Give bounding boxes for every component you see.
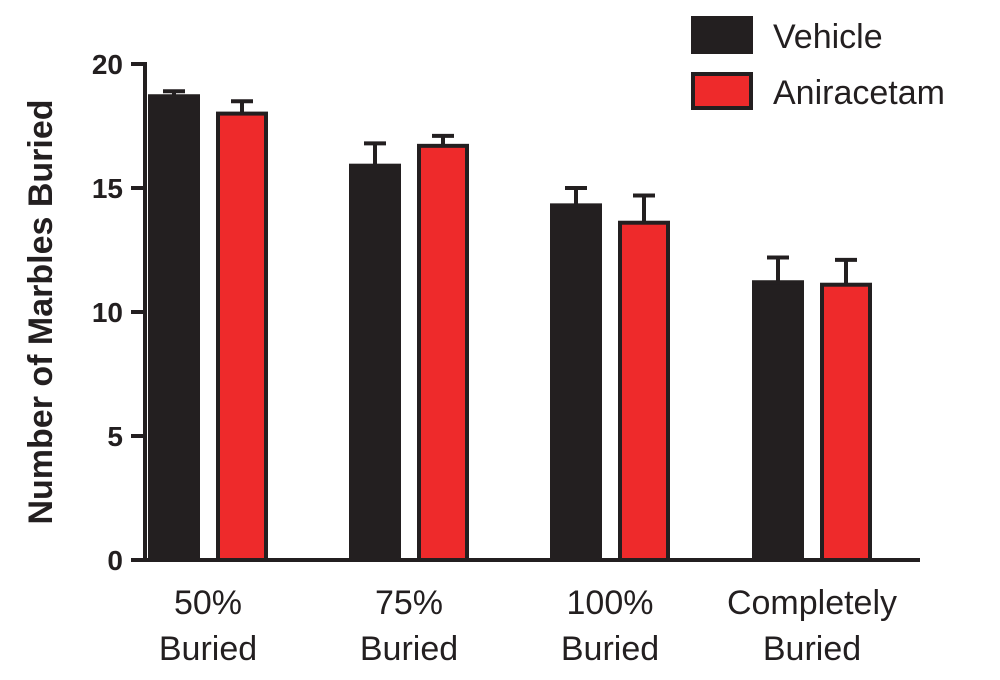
legend-swatch-aniracetam <box>691 72 753 110</box>
x-category-label: Completely <box>727 584 897 622</box>
x-category-label: Buried <box>360 630 458 668</box>
x-category-label: Buried <box>561 630 659 668</box>
bar-vehicle <box>349 163 401 562</box>
legend-swatch-vehicle <box>691 16 753 54</box>
y-ticks: 0 5 10 15 20 <box>92 49 145 576</box>
x-category-label: Buried <box>159 630 257 668</box>
legend: Vehicle Aniracetam <box>691 16 945 112</box>
legend-label-aniracetam: Aniracetam <box>773 74 945 112</box>
x-category-labels: 50% Buried 75% Buried 100% Buried Completely Bu… <box>159 584 897 668</box>
y-tick-label: 20 <box>92 49 123 80</box>
bars-layer <box>148 89 872 563</box>
y-tick-label: 10 <box>92 297 123 328</box>
bar-aniracetam <box>216 111 268 562</box>
bar-vehicle <box>550 203 602 563</box>
bar-vehicle <box>148 94 200 563</box>
y-tick-label: 5 <box>107 421 123 452</box>
bar-aniracetam <box>417 143 469 562</box>
x-category-label: 50% <box>174 584 242 622</box>
y-axis-title: Number of Marbles Buried <box>22 99 60 524</box>
y-tick-label: 0 <box>107 545 123 576</box>
y-tick-label: 15 <box>92 173 123 204</box>
bar-aniracetam <box>618 220 670 562</box>
bar-vehicle <box>752 280 804 562</box>
bar-aniracetam <box>820 282 872 562</box>
x-category-label: 75% <box>375 584 443 622</box>
legend-label-vehicle: Vehicle <box>773 18 883 56</box>
x-category-label: Buried <box>763 630 861 668</box>
x-category-label: 100% <box>567 584 654 622</box>
